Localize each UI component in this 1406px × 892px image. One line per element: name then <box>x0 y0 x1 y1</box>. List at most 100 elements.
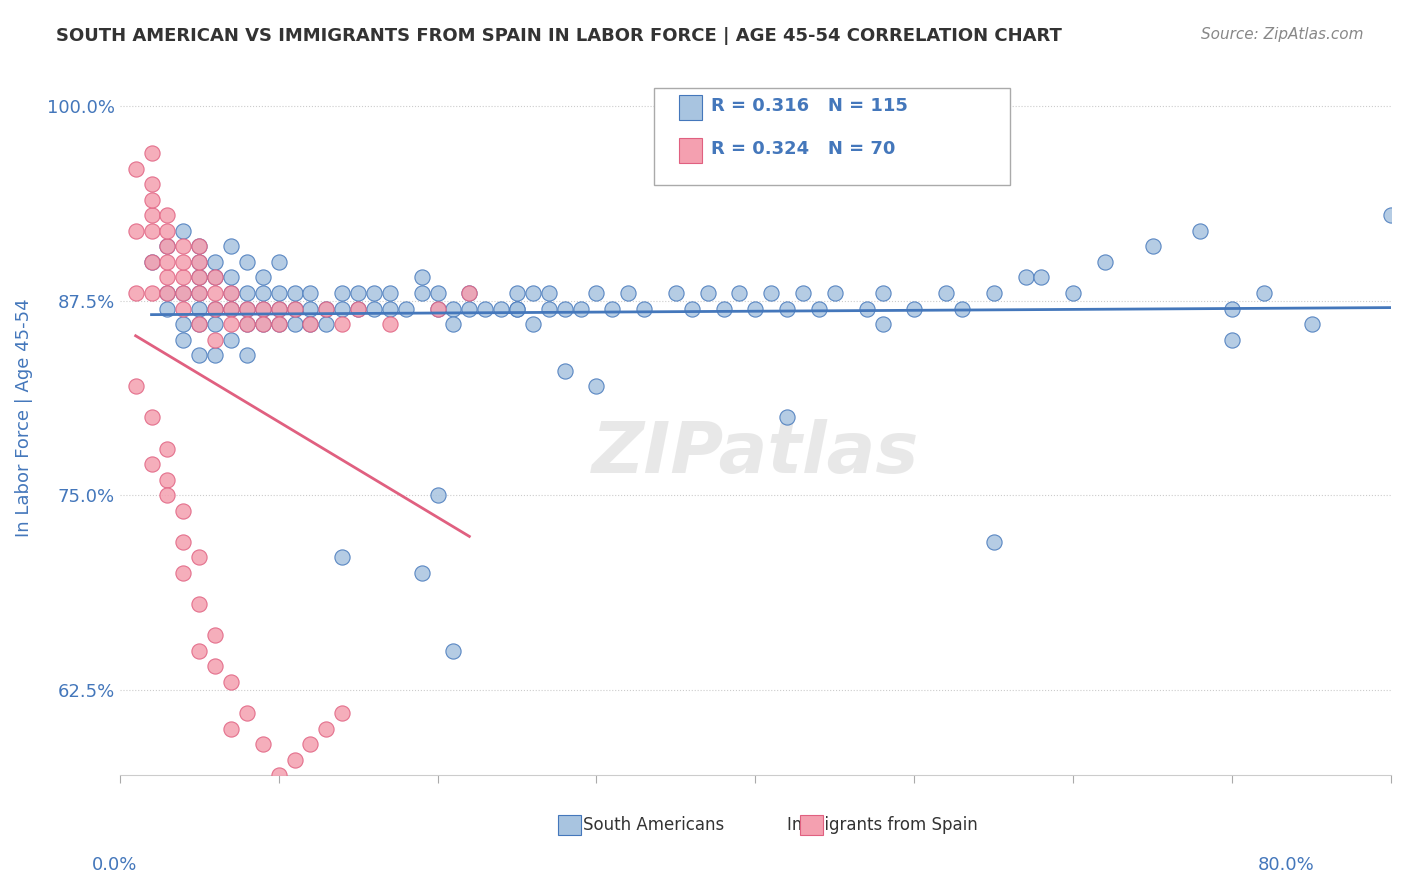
Point <box>633 301 655 316</box>
Point <box>792 285 814 300</box>
Text: 0.0%: 0.0% <box>91 856 136 874</box>
Point <box>188 255 211 269</box>
Point <box>236 285 259 300</box>
Text: SOUTH AMERICAN VS IMMIGRANTS FROM SPAIN IN LABOR FORCE | AGE 45-54 CORRELATION C: SOUTH AMERICAN VS IMMIGRANTS FROM SPAIN … <box>56 27 1062 45</box>
Point <box>156 473 179 487</box>
Point <box>330 285 353 300</box>
Point <box>236 301 259 316</box>
Point <box>219 675 242 690</box>
Point <box>761 285 783 300</box>
Point <box>188 270 211 285</box>
Point <box>204 270 226 285</box>
Point <box>236 317 259 331</box>
Point <box>506 285 529 300</box>
Point <box>554 364 576 378</box>
Point <box>236 301 259 316</box>
Point <box>330 550 353 565</box>
Point <box>283 301 305 316</box>
Point <box>141 410 163 425</box>
Point <box>807 301 830 316</box>
Point <box>1031 270 1053 285</box>
Point <box>204 317 226 331</box>
Point <box>347 301 370 316</box>
Point <box>156 239 179 253</box>
Point <box>188 285 211 300</box>
Point <box>141 145 163 160</box>
Point <box>330 301 353 316</box>
Point <box>1014 270 1036 285</box>
Point <box>347 301 370 316</box>
Point <box>219 722 242 736</box>
Point <box>252 270 274 285</box>
Point <box>1379 208 1402 222</box>
Point <box>299 317 322 331</box>
Point <box>1220 333 1243 347</box>
Point <box>1094 255 1116 269</box>
Point <box>141 255 163 269</box>
Point <box>188 270 211 285</box>
Point <box>172 301 194 316</box>
Point <box>315 301 337 316</box>
Point <box>219 285 242 300</box>
Point <box>204 301 226 316</box>
Point <box>124 161 146 176</box>
Point <box>776 301 799 316</box>
Point <box>537 301 560 316</box>
Point <box>188 301 211 316</box>
Point <box>330 317 353 331</box>
Point <box>569 301 592 316</box>
Point <box>267 317 290 331</box>
Point <box>458 301 481 316</box>
Y-axis label: In Labor Force | Age 45-54: In Labor Force | Age 45-54 <box>15 298 32 537</box>
Point <box>252 737 274 751</box>
Point <box>204 348 226 362</box>
Point <box>141 285 163 300</box>
Point <box>1253 285 1275 300</box>
Point <box>252 301 274 316</box>
Point <box>458 285 481 300</box>
Point <box>172 255 194 269</box>
Point <box>950 301 973 316</box>
Point <box>330 706 353 720</box>
Point <box>665 285 688 300</box>
Point <box>585 379 607 393</box>
Point <box>156 285 179 300</box>
Point <box>188 644 211 658</box>
Point <box>585 285 607 300</box>
Point <box>1142 239 1164 253</box>
Text: 80.0%: 80.0% <box>1258 856 1315 874</box>
Point <box>283 301 305 316</box>
FancyBboxPatch shape <box>654 88 1010 185</box>
Point <box>872 317 894 331</box>
Point <box>236 255 259 269</box>
Point <box>299 285 322 300</box>
Point <box>443 317 465 331</box>
Point <box>426 301 449 316</box>
Point <box>156 301 179 316</box>
Point <box>204 270 226 285</box>
Point <box>855 301 877 316</box>
Point <box>299 301 322 316</box>
Point <box>267 285 290 300</box>
Text: R = 0.324   N = 70: R = 0.324 N = 70 <box>711 140 896 158</box>
Point <box>283 285 305 300</box>
Point <box>347 285 370 300</box>
Point <box>156 208 179 222</box>
Point <box>236 348 259 362</box>
Point <box>252 317 274 331</box>
Point <box>156 255 179 269</box>
Point <box>696 285 718 300</box>
Point <box>188 285 211 300</box>
Point <box>219 301 242 316</box>
Point <box>236 706 259 720</box>
Bar <box>679 138 702 163</box>
Point <box>141 177 163 191</box>
Point <box>395 301 418 316</box>
Point <box>458 285 481 300</box>
Point <box>681 301 703 316</box>
Point <box>252 285 274 300</box>
Point <box>602 301 624 316</box>
Point <box>315 317 337 331</box>
Point <box>156 270 179 285</box>
Point <box>489 301 512 316</box>
